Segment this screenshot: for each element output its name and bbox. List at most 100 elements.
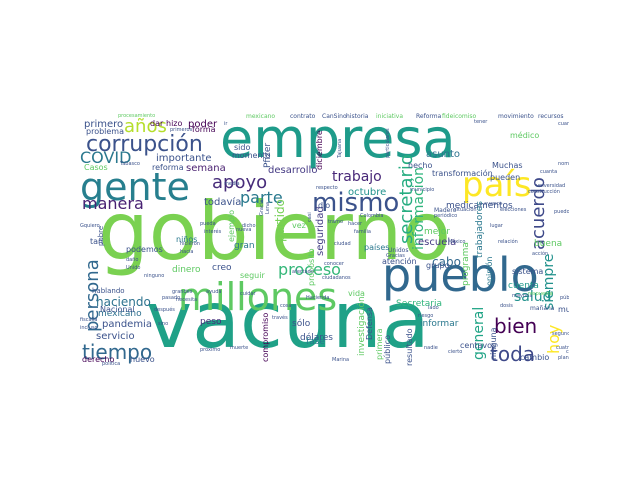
cloud-word: proceso bbox=[278, 260, 341, 279]
cloud-word: mismo bbox=[312, 188, 400, 218]
cloud-word: sistema bbox=[512, 267, 544, 276]
cloud-word: afectado bbox=[292, 269, 314, 275]
cloud-word: mayoría bbox=[512, 293, 533, 299]
cloud-word: Unidos bbox=[388, 247, 409, 254]
cloud-word: empresa bbox=[220, 110, 456, 170]
cloud-word: respuesta bbox=[528, 291, 553, 297]
cloud-word: mundo bbox=[558, 305, 569, 314]
cloud-word: general bbox=[471, 306, 487, 360]
cloud-word: cuatro bbox=[556, 345, 569, 351]
cloud-word: parte bbox=[240, 188, 283, 207]
cloud-word: poder bbox=[188, 119, 218, 130]
cloud-word: dosis bbox=[500, 303, 513, 309]
cloud-word: Marina bbox=[332, 357, 350, 363]
cloud-word: trabajadores bbox=[475, 201, 485, 258]
cloud-word: seguridad bbox=[315, 206, 326, 256]
cloud-word: Muchas bbox=[492, 161, 523, 170]
cloud-word: hizo bbox=[166, 119, 183, 128]
cloud-word: después bbox=[154, 307, 175, 313]
cloud-word: reforma bbox=[152, 163, 184, 172]
cloud-word: situación bbox=[454, 207, 477, 213]
cloud-word: respecto bbox=[316, 185, 338, 191]
cloud-word: pueblo bbox=[382, 248, 539, 302]
cloud-word: lugar bbox=[490, 223, 503, 229]
cloud-word: riesgo bbox=[418, 313, 434, 319]
cloud-word: pueden bbox=[490, 173, 521, 182]
cloud-word: peso bbox=[200, 317, 222, 327]
cloud-word: pueda bbox=[200, 221, 216, 227]
cloud-word: propósito bbox=[307, 248, 316, 286]
cloud-word: pasado bbox=[162, 295, 181, 301]
cloud-word: semana bbox=[186, 163, 226, 174]
cloud-word: puedo bbox=[554, 209, 569, 215]
cloud-word: escuela bbox=[418, 237, 457, 248]
cloud-word: mexicano bbox=[98, 309, 142, 319]
cloud-word: derecho bbox=[82, 355, 115, 364]
cloud-word: tener bbox=[474, 119, 488, 125]
cloud-word: apoyo bbox=[212, 172, 268, 193]
cloud-word: cabo bbox=[432, 255, 461, 269]
cloud-word: dicho bbox=[242, 223, 256, 229]
cloud-word: primero bbox=[84, 119, 124, 130]
cloud-word: toda bbox=[490, 342, 536, 366]
cloud-word: fase bbox=[306, 337, 325, 347]
cloud-word: centavos bbox=[460, 341, 497, 350]
cloud-word: vez bbox=[292, 221, 306, 230]
cloud-word: creo bbox=[212, 263, 232, 273]
cloud-word: vacuna bbox=[146, 276, 430, 366]
cloud-word: asunto bbox=[426, 149, 461, 160]
cloud-word: seguir bbox=[240, 271, 265, 280]
cloud-word: partido bbox=[273, 199, 287, 242]
cloud-word: desarrollo bbox=[268, 165, 318, 176]
cloud-word: nombre bbox=[558, 161, 569, 167]
cloud-word: Pfizer bbox=[263, 142, 273, 168]
cloud-word: lado bbox=[428, 305, 439, 311]
cloud-word: familia bbox=[354, 229, 371, 235]
cloud-word: gran bbox=[234, 241, 255, 251]
cloud-word: mejor bbox=[424, 227, 451, 237]
cloud-word: país bbox=[462, 165, 532, 205]
cloud-word: cambio bbox=[520, 353, 550, 362]
cloud-word: periódico bbox=[434, 213, 458, 219]
cloud-word: cierto bbox=[448, 349, 463, 355]
cloud-word: Casos bbox=[84, 163, 108, 172]
cloud-word: Unido bbox=[126, 265, 141, 271]
cloud-word: haciendo bbox=[96, 295, 151, 309]
cloud-word: incluso bbox=[80, 325, 98, 331]
cloud-word: cuidar bbox=[240, 291, 256, 297]
cloud-word: procesamiento bbox=[118, 113, 156, 119]
cloud-word: ninguno bbox=[144, 273, 165, 279]
cloud-word: siempre bbox=[541, 253, 557, 310]
cloud-word: necesita bbox=[176, 297, 198, 303]
cloud-word: problema bbox=[86, 127, 125, 136]
cloud-word: contrato bbox=[290, 113, 316, 120]
cloud-word: daño bbox=[126, 257, 139, 263]
cloud-word: podemos bbox=[126, 245, 163, 254]
cloud-word: acción bbox=[532, 251, 549, 257]
cloud-word: transformación bbox=[432, 169, 493, 178]
cloud-word: vida bbox=[348, 289, 365, 298]
cloud-word: muerte bbox=[230, 345, 249, 351]
cloud-word: cuenta bbox=[508, 281, 539, 291]
cloud-word: momento bbox=[232, 151, 271, 160]
cloud-word: compromiso bbox=[261, 312, 270, 362]
cloud-word: octubre bbox=[348, 187, 387, 198]
cloud-word: construcción bbox=[528, 189, 560, 195]
cloud-word: Hacienda bbox=[306, 295, 330, 301]
cloud-word: particulares bbox=[385, 128, 391, 158]
cloud-word: trabajo bbox=[332, 169, 382, 185]
cloud-word: mexicano bbox=[246, 113, 276, 120]
cloud-word: casi bbox=[307, 212, 313, 222]
cloud-word: universidad bbox=[536, 183, 566, 189]
cloud-word: años bbox=[124, 116, 167, 137]
cloud-word: Lena bbox=[265, 201, 271, 214]
cloud-word: cada bbox=[566, 349, 569, 355]
cloud-word: recursos bbox=[538, 113, 564, 120]
cloud-word: buena bbox=[534, 239, 563, 249]
cloud-word: avance bbox=[484, 201, 503, 207]
cloud-word: Defensa bbox=[365, 307, 374, 340]
cloud-word: política bbox=[102, 361, 121, 367]
cloud-word: cuanto bbox=[558, 121, 569, 127]
cloud-word: programa bbox=[461, 242, 471, 286]
cloud-word: conocer bbox=[324, 261, 344, 267]
